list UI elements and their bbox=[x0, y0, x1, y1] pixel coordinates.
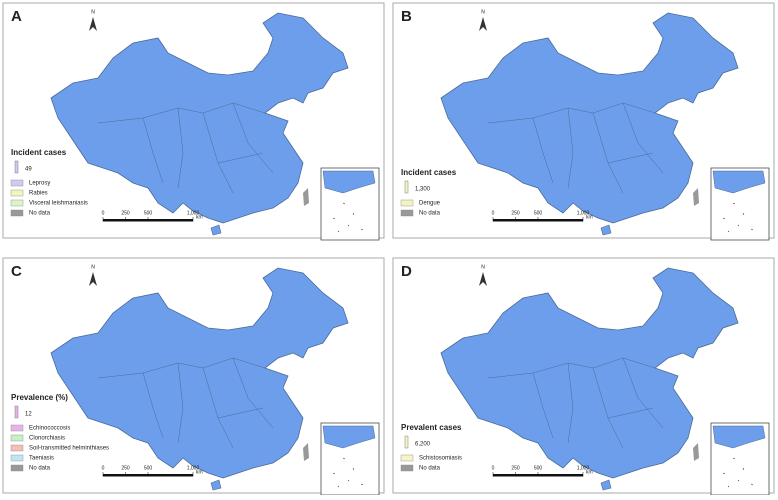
legend-label: Taeniasis bbox=[29, 456, 54, 462]
scale-label: 500 bbox=[534, 210, 543, 216]
north-arrow bbox=[89, 17, 97, 31]
scale-label: 1,000 bbox=[187, 210, 200, 216]
legend-label: Soil-transmitted helminthiases bbox=[29, 446, 109, 452]
legend-swatch bbox=[400, 209, 414, 217]
scale-label: 250 bbox=[121, 210, 130, 216]
scale-label: 1,000 bbox=[577, 210, 590, 216]
legend-swatch bbox=[400, 199, 414, 207]
scale-label: 0 bbox=[102, 210, 105, 216]
legend-swatch bbox=[400, 464, 414, 472]
legend-swatch bbox=[10, 179, 24, 187]
north-label: N bbox=[91, 264, 95, 270]
scale-unit: km bbox=[586, 214, 593, 220]
scale-unit: km bbox=[586, 469, 593, 475]
legend-bar-symbol bbox=[404, 180, 409, 194]
scale-label: 0 bbox=[102, 465, 105, 471]
legend-label: Leprosy bbox=[29, 181, 50, 187]
legend-bar-symbol bbox=[14, 160, 19, 174]
panel-letter: D bbox=[401, 263, 412, 280]
panel-letter: A bbox=[11, 8, 22, 25]
scale-label: 500 bbox=[144, 465, 153, 471]
legend-swatch bbox=[10, 209, 24, 217]
legend-label: Rabies bbox=[29, 191, 48, 197]
map-panel: C N Prevalence (%) 12 Echinococcosis Clonorch… bbox=[2, 257, 385, 496]
legend-label: Clonorchiasis bbox=[29, 436, 65, 442]
scale-unit: km bbox=[196, 469, 203, 475]
north-label: N bbox=[481, 264, 485, 270]
scale-label: 250 bbox=[121, 465, 130, 471]
legend-label: No data bbox=[419, 211, 441, 217]
legend-swatch bbox=[10, 454, 24, 462]
legend-scale-value: 12 bbox=[25, 412, 32, 418]
legend-title: Prevalence (%) bbox=[11, 393, 68, 402]
scale-label: 0 bbox=[492, 465, 495, 471]
legend-swatch bbox=[10, 464, 24, 472]
scale-label: 1,000 bbox=[187, 465, 200, 471]
legend-title: Prevalent cases bbox=[401, 423, 462, 432]
legend-bar-symbol bbox=[14, 405, 19, 419]
scale-label: 1,000 bbox=[577, 465, 590, 471]
scale-unit: km bbox=[196, 214, 203, 220]
legend-scale-value: 1,300 bbox=[415, 187, 431, 193]
legend-label: Echinococcosis bbox=[29, 426, 70, 432]
legend-label: Schistosomiasis bbox=[419, 456, 462, 462]
legend-title: Incident cases bbox=[11, 148, 67, 157]
north-label: N bbox=[481, 9, 485, 15]
map-panel: A N Incident cases 49 Leprosy Rabies Visceral … bbox=[2, 2, 385, 241]
north-arrow bbox=[479, 272, 487, 286]
legend-label: No data bbox=[29, 466, 51, 472]
legend-swatch bbox=[10, 199, 24, 207]
legend-label: No data bbox=[419, 466, 441, 472]
panel-letter: B bbox=[401, 8, 412, 25]
legend-label: Dengue bbox=[419, 201, 441, 207]
panel-letter: C bbox=[11, 263, 22, 280]
legend-title: Incident cases bbox=[401, 168, 457, 177]
legend-swatch bbox=[10, 444, 24, 452]
scale-label: 0 bbox=[492, 210, 495, 216]
legend-label: No data bbox=[29, 211, 51, 217]
legend-swatch bbox=[10, 424, 24, 432]
map-panel: B N Incident cases 1,300 Dengue No data 0 250 50… bbox=[392, 2, 775, 241]
north-arrow bbox=[89, 272, 97, 286]
north-label: N bbox=[91, 9, 95, 15]
map-panel: D N Prevalent cases 6,200 Schistosomiasis No … bbox=[392, 257, 775, 496]
legend-swatch bbox=[400, 454, 414, 462]
scale-label: 500 bbox=[534, 465, 543, 471]
legend-swatch bbox=[10, 434, 24, 442]
legend-scale-value: 49 bbox=[25, 167, 32, 173]
legend-label: Visceral leishmaniasis bbox=[29, 201, 88, 207]
scale-label: 500 bbox=[144, 210, 153, 216]
scale-label: 250 bbox=[511, 210, 520, 216]
legend-scale-value: 6,200 bbox=[415, 442, 431, 448]
legend-swatch bbox=[10, 189, 24, 197]
scale-label: 250 bbox=[511, 465, 520, 471]
legend-bar-symbol bbox=[404, 435, 409, 449]
north-arrow bbox=[479, 17, 487, 31]
